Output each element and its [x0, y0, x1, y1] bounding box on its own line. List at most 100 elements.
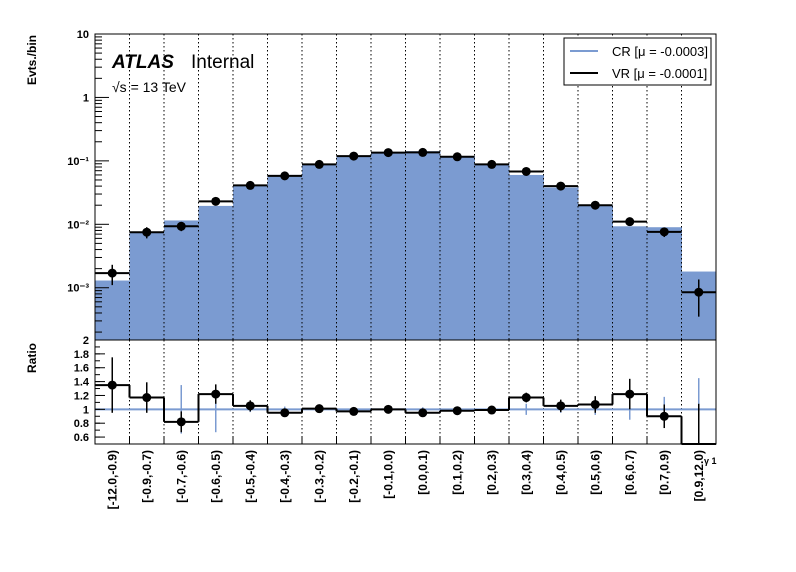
vr-point	[176, 221, 186, 231]
y-tick-label: 10⁻³	[67, 283, 89, 295]
ratio-y-tick-label: 1.2	[74, 390, 89, 402]
x-tick-label: [0.5,0.6)	[588, 450, 602, 495]
ratio-point	[211, 389, 221, 399]
vr-point	[280, 171, 290, 181]
x-tick-label: [-0.6,-0.5)	[209, 450, 223, 503]
ratio-point	[556, 401, 566, 411]
cr-bar	[474, 163, 510, 340]
x-tick-label: [0.6,0.7)	[623, 450, 637, 495]
ratio-point	[452, 406, 462, 416]
x-tick-label: [0.2,0.3)	[485, 450, 499, 495]
x-tick-label: [0.9,12.0)	[692, 450, 706, 501]
ratio-point	[142, 393, 152, 403]
vr-point	[245, 180, 255, 190]
vr-point	[418, 147, 428, 157]
ratio-point	[314, 404, 324, 414]
cr-bar	[198, 205, 234, 340]
vr-point	[211, 196, 221, 206]
cr-bar	[578, 205, 613, 340]
x-tick-label: [0.1,0.2)	[450, 450, 464, 495]
vr-point	[694, 287, 704, 297]
legend-cr-label: CR [μ = -0.0003]	[612, 44, 708, 59]
cr-bar	[129, 232, 165, 340]
y-tick-label: 10	[77, 29, 89, 41]
y-tick-label: 10⁻²	[67, 219, 89, 231]
ratio-y-tick-label: 1.6	[74, 363, 89, 375]
x-tick-label: [-0.7,-0.6)	[174, 450, 188, 503]
ratio-point	[521, 393, 531, 403]
vr-point	[314, 159, 324, 169]
ratio-y-tick-label: 1.4	[74, 377, 90, 389]
vr-point	[590, 200, 600, 210]
y-tick-label: 10⁻¹	[67, 156, 89, 168]
ratio-point	[280, 408, 290, 418]
cr-bar	[336, 155, 372, 340]
x-axis: [-12.0,-0.9) [-0.9,-0.7) [-0.7,-0.6) [-0.6,…	[94, 436, 717, 509]
ratio-point	[487, 405, 497, 415]
energy-label: √s = 13 TeV	[112, 79, 187, 95]
x-tick-label: [-0.4,-0.3)	[278, 450, 292, 503]
cr-bar	[543, 187, 579, 340]
ratio-y-tick-label: 0.8	[74, 418, 89, 430]
vr-points-layer	[95, 147, 716, 317]
vr-point	[107, 268, 117, 278]
internal-label: Internal	[191, 52, 254, 73]
cr-bar	[302, 164, 337, 340]
x-tick-label: [-0.3,-0.2)	[312, 450, 326, 503]
cr-bar	[95, 280, 130, 340]
cr-bar	[647, 227, 682, 340]
cr-bar	[405, 151, 441, 340]
vr-ratio-layer	[95, 357, 716, 445]
cr-bar	[440, 156, 475, 340]
ratio-point	[590, 399, 600, 409]
cr-bar	[612, 226, 648, 340]
ratio-y-tick-label: 1.8	[74, 349, 89, 361]
vr-point	[521, 166, 531, 176]
ratio-point	[383, 404, 393, 414]
vr-point	[556, 181, 566, 191]
cr-bar	[267, 174, 303, 340]
x-tick-label: [0.4,0.5)	[554, 450, 568, 495]
ratio-point	[245, 401, 255, 411]
x-tick-label: [-0.9,-0.7)	[140, 450, 154, 503]
ratio-point	[625, 389, 635, 399]
ratio-point	[418, 408, 428, 418]
atlas-label: ATLAS	[111, 52, 174, 73]
y-tick-label: 1	[83, 92, 89, 104]
cr-histogram-layer	[95, 151, 717, 340]
vr-point	[452, 152, 462, 162]
vr-point	[659, 227, 669, 237]
cr-bar	[164, 220, 199, 340]
ratio-point	[107, 380, 117, 390]
top-y-axis-title: Evts./bin	[25, 35, 39, 85]
legend-box	[563, 37, 712, 86]
x-tick-label: [-12.0,-0.9)	[105, 450, 119, 509]
ratio-point	[176, 417, 186, 427]
ratio-y-tick-label: 2	[83, 335, 89, 347]
vr-point	[487, 159, 497, 169]
top-y-axis: 10 1 10⁻¹ 10⁻² 10⁻³	[67, 29, 109, 333]
x-tick-label: [-0.5,-0.4)	[243, 450, 257, 503]
x-axis-title: γ 1	[704, 456, 717, 466]
x-tick-label: [0.0,0.1)	[416, 450, 430, 495]
legend: CR [μ = -0.0003] VR [μ = -0.0001]	[563, 37, 712, 86]
x-tick-label: [0.7,0.9)	[657, 450, 671, 495]
ratio-point	[349, 406, 359, 416]
vr-point	[349, 151, 359, 161]
ratio-y-axis-title: Ratio	[25, 343, 39, 373]
cr-bar	[371, 152, 406, 340]
legend-vr-label: VR [μ = -0.0001]	[612, 66, 707, 81]
x-tick-label: [-0.1,0.0)	[381, 450, 395, 499]
ratio-y-tick-label: 0.6	[74, 432, 89, 444]
ratio-point	[659, 411, 669, 421]
vr-point	[625, 217, 635, 227]
ratio-y-tick-label: 1	[83, 404, 89, 416]
vr-point	[383, 148, 393, 158]
cr-bar	[233, 186, 268, 340]
ratio-y-axis: 0.6 0.8 1 1.21.4 1.6 1.8 2	[74, 335, 105, 444]
ratio-grid-layer	[129, 340, 682, 444]
cr-bar	[509, 174, 544, 340]
top-grid-layer	[129, 34, 682, 340]
vr-point	[142, 227, 152, 237]
